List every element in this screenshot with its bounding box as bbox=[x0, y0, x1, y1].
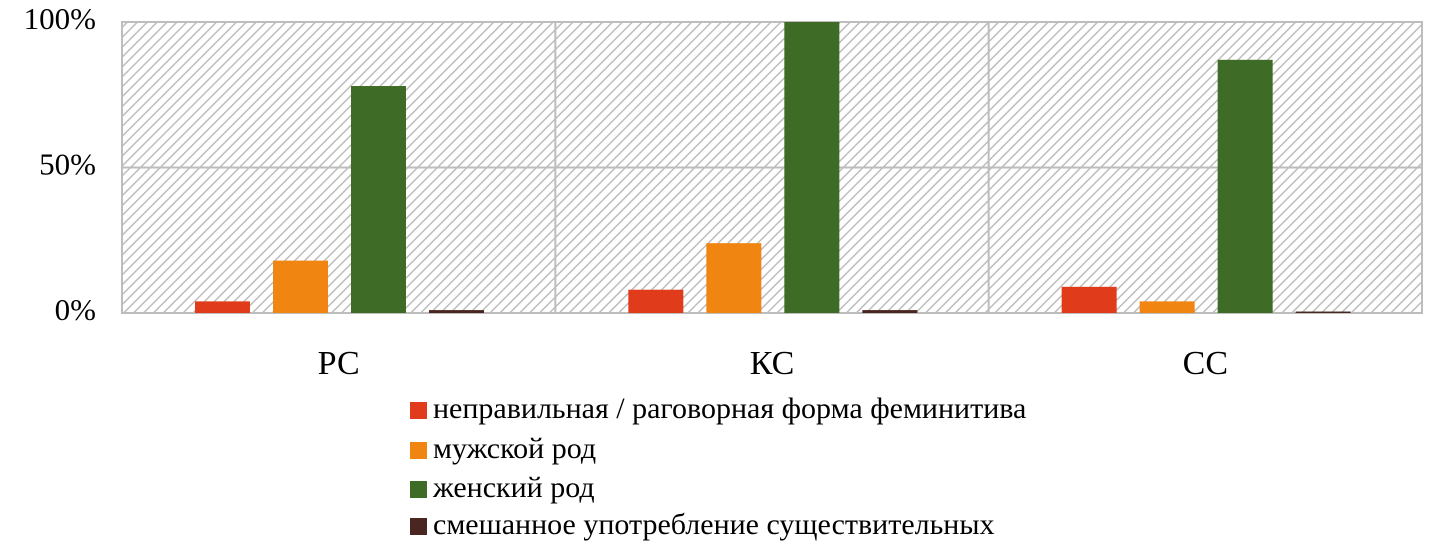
x-tick-label: РС bbox=[318, 345, 360, 382]
x-tick-label: СС bbox=[1183, 345, 1228, 382]
bar bbox=[784, 22, 840, 313]
legend-label: смешанное употребление существительных bbox=[433, 508, 995, 541]
bar bbox=[273, 260, 328, 313]
x-tick-label: КС bbox=[750, 345, 795, 382]
y-tick-label: 50% bbox=[39, 147, 96, 182]
legend-label: неправильная / раговорная форма феминити… bbox=[433, 392, 1026, 425]
legend-swatch bbox=[410, 481, 427, 498]
legend-label: женский род bbox=[432, 471, 595, 504]
bar bbox=[1295, 311, 1351, 313]
bar bbox=[706, 243, 762, 313]
bar bbox=[351, 86, 406, 314]
bar bbox=[195, 301, 250, 313]
bar bbox=[628, 289, 684, 313]
bar bbox=[1217, 59, 1273, 313]
legend-swatch bbox=[410, 402, 427, 419]
y-tick-label: 100% bbox=[24, 1, 96, 36]
bar bbox=[1061, 286, 1117, 313]
bar bbox=[862, 310, 918, 313]
bar bbox=[429, 310, 484, 313]
legend-swatch bbox=[410, 518, 427, 535]
y-tick-label: 0% bbox=[55, 292, 96, 327]
bar bbox=[1139, 301, 1195, 313]
legend-label: мужской род bbox=[433, 432, 596, 465]
legend-swatch bbox=[410, 442, 427, 459]
